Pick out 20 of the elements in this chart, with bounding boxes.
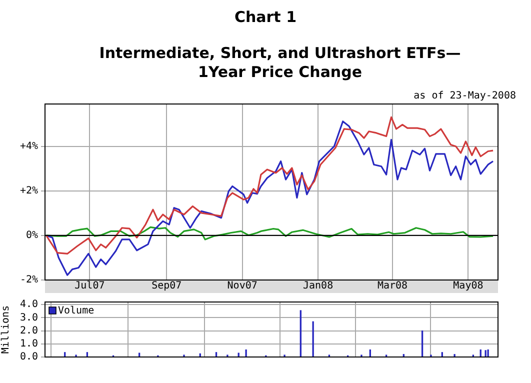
y-tick-label: 0% [26,230,38,242]
x-tick-label: Sep07 [152,280,182,292]
text: as of 23-May-2008 [414,90,516,102]
x-tick-label: Jan08 [302,280,334,292]
y-axis-title: Millions [0,305,12,354]
y-tick-label: -2% [20,274,38,286]
x-tick-label: Mar08 [377,280,408,292]
y-tick-label: +4% [20,140,38,152]
y-tick-label: 2.0 [20,325,38,336]
y-tick-label: +2% [20,185,38,196]
y-tick-label: 0.0 [20,352,38,363]
x-tick-label: Nov07 [227,280,258,292]
chart-subtitle: Intermediate, Short, and Ultrashort ETFs—1Year Price Change [98,44,462,82]
x-tick-label: Jul07 [74,280,105,292]
legend-label: Volume [58,306,94,317]
y-tick-label: 4.0 [20,299,38,310]
y-tick-label: 1.0 [20,338,38,350]
y-tick-label: 3.0 [20,312,38,324]
chart-title: Chart 1 [233,8,298,26]
x-tick-label: May08 [453,280,484,292]
